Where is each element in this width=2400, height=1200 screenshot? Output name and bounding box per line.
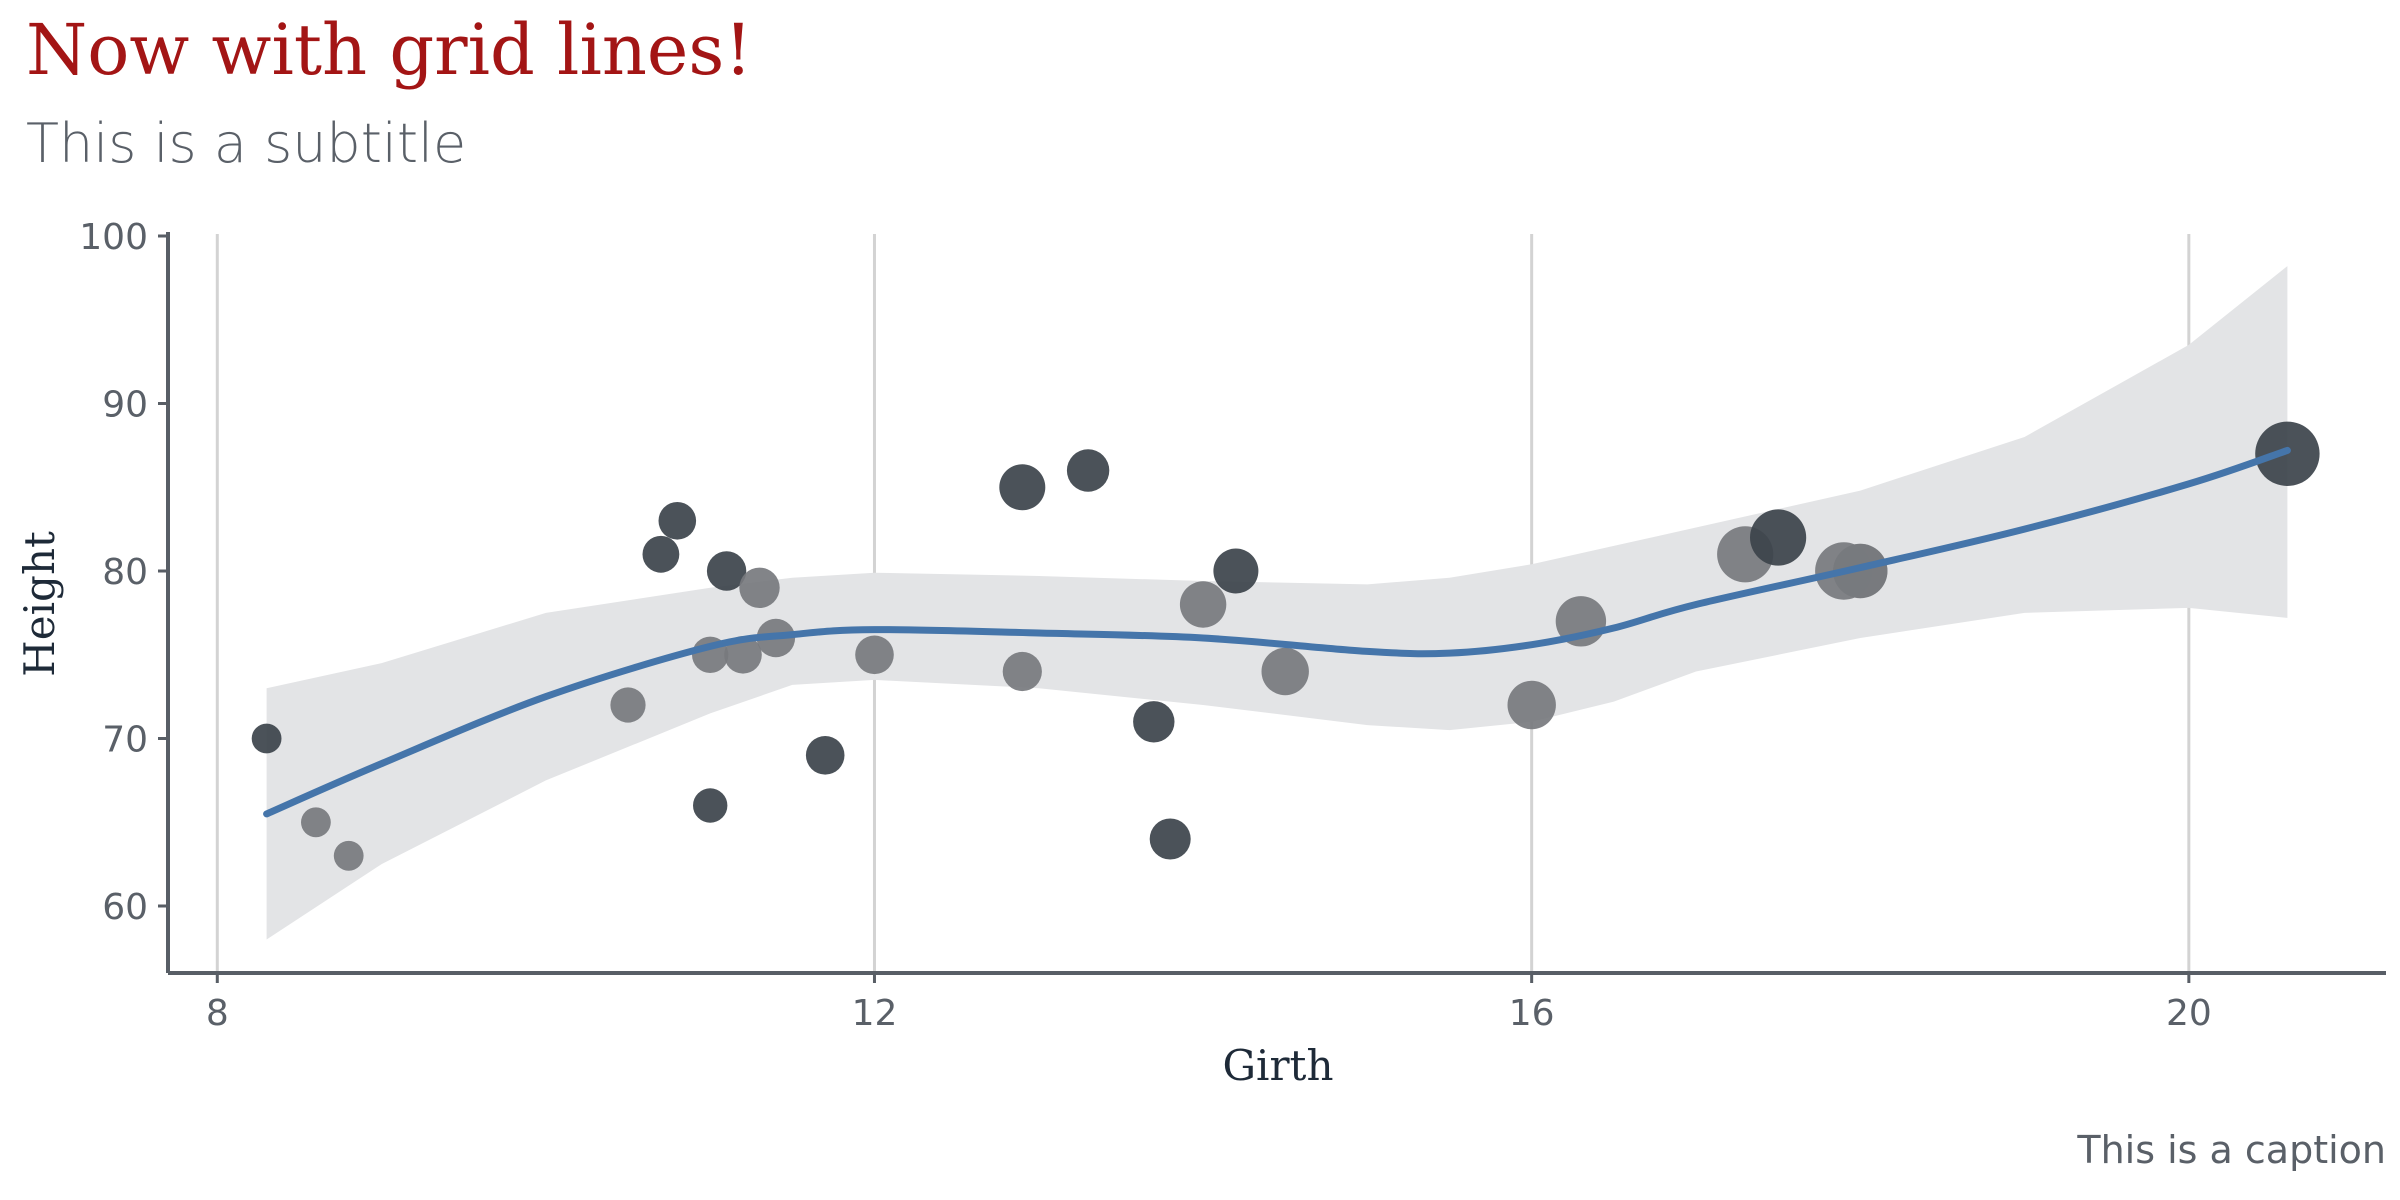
chart-subtitle: This is a subtitle: [26, 112, 467, 175]
y-axis-title: Height: [15, 531, 64, 677]
y-tick-label-70: 70: [102, 720, 148, 761]
data-point-20: [1179, 581, 1227, 628]
tick-labels: 8 12 16 20 60 70 80 90 100: [79, 217, 2211, 1034]
data-point-16: [999, 464, 1046, 511]
x-tick-label-20: 20: [2166, 993, 2212, 1034]
confidence-band: [266, 266, 2288, 940]
x-tick-label-16: 16: [1509, 993, 1555, 1034]
data-point-4: [610, 687, 646, 723]
data-point-3: [333, 840, 364, 871]
data-point-26: [1750, 509, 1807, 566]
x-tick-label-8: 8: [206, 993, 229, 1034]
data-point-17: [1066, 449, 1110, 492]
data-point-1: [251, 723, 282, 754]
y-tick-label-100: 100: [79, 217, 148, 258]
data-point-7: [693, 788, 728, 823]
data-point-11: [739, 567, 780, 608]
data-point-2: [301, 807, 331, 838]
data-points: [251, 421, 2320, 871]
data-point-18: [1133, 701, 1175, 743]
axes: [166, 232, 2386, 975]
chart-caption: This is a caption: [2077, 1128, 2386, 1172]
smooth-trend-line: [263, 446, 2291, 818]
y-tick-label-90: 90: [102, 385, 148, 426]
y-tick-label-60: 60: [102, 887, 148, 928]
data-point-13: [805, 736, 845, 775]
data-point-15: [1002, 651, 1042, 692]
x-tick-label-12: 12: [852, 993, 898, 1034]
chart-title: Now with grid lines!: [26, 9, 753, 91]
data-point-22: [1261, 647, 1309, 696]
data-point-6: [658, 502, 697, 540]
data-point-19: [1149, 818, 1191, 860]
data-point-10: [724, 636, 762, 674]
x-axis-title: Girth: [1223, 1041, 1334, 1090]
data-point-21: [1213, 548, 1259, 594]
data-point-5: [642, 535, 680, 573]
y-tick-label-80: 80: [102, 552, 148, 593]
data-point-23: [1507, 680, 1556, 730]
data-point-9: [706, 551, 747, 591]
data-point-14: [855, 635, 894, 675]
